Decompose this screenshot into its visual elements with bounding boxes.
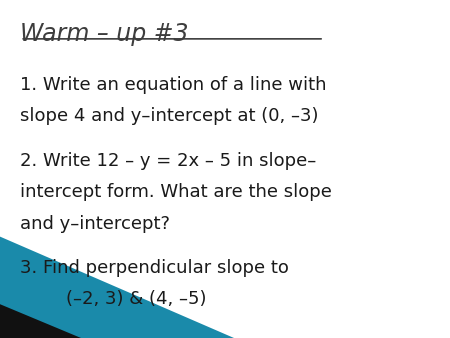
Text: and y–intercept?: and y–intercept? bbox=[20, 215, 170, 233]
Text: intercept form. What are the slope: intercept form. What are the slope bbox=[20, 183, 332, 201]
Text: Warm – up #3: Warm – up #3 bbox=[20, 22, 189, 46]
Polygon shape bbox=[0, 237, 234, 338]
Text: 3. Find perpendicular slope to: 3. Find perpendicular slope to bbox=[20, 259, 289, 277]
Polygon shape bbox=[0, 304, 81, 338]
Text: 1. Write an equation of a line with: 1. Write an equation of a line with bbox=[20, 76, 327, 94]
Text: slope 4 and y–intercept at (0, –3): slope 4 and y–intercept at (0, –3) bbox=[20, 107, 319, 125]
Text: (–2, 3) & (4, –5): (–2, 3) & (4, –5) bbox=[20, 290, 207, 308]
Text: 2. Write 12 – y = 2x – 5 in slope–: 2. Write 12 – y = 2x – 5 in slope– bbox=[20, 152, 316, 170]
